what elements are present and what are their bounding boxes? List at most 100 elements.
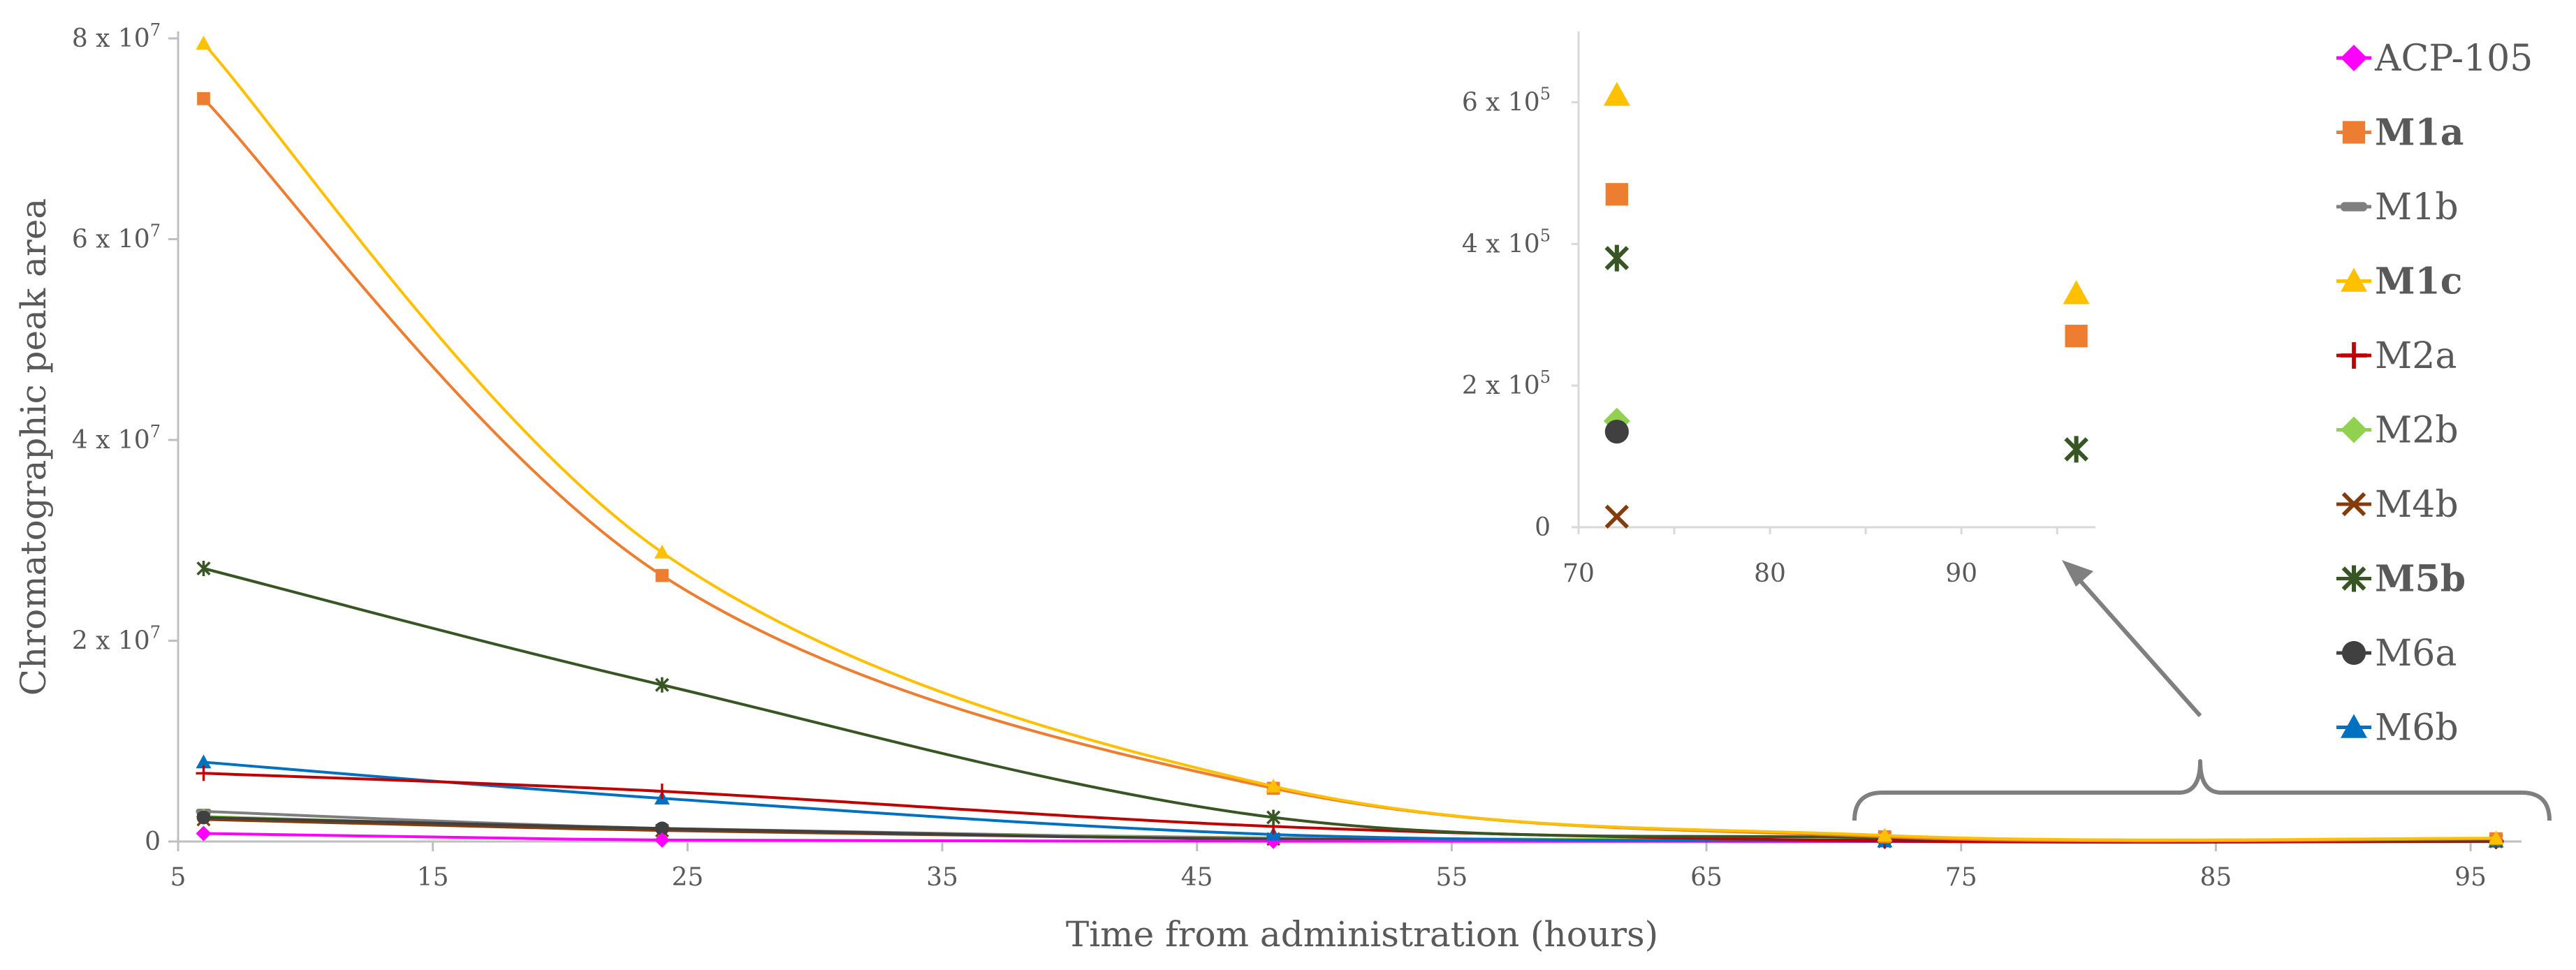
- series-m1a: [197, 91, 2503, 846]
- inset-y-tick-label: 2 x 105: [1462, 367, 1551, 400]
- data-point-m6b: [196, 754, 212, 769]
- legend-item-m2a: M2a: [2336, 335, 2457, 377]
- y-tick-label: 2 x 107: [72, 623, 161, 656]
- inset-x-tick-label: 70: [1563, 559, 1595, 588]
- legend: ACP-105 M1a M1b M1c M2a M2b M4b M5b M6a M6b: [2336, 38, 2533, 749]
- legend-item-m4b: M4b: [2336, 484, 2459, 526]
- y-tick-label-exponent: 7: [150, 221, 161, 241]
- legend-swatch-marker: [2341, 492, 2366, 517]
- data-point-m1a: [655, 568, 669, 582]
- legend-label: M1b: [2375, 186, 2459, 228]
- legend-label: M5b: [2375, 558, 2466, 601]
- legend-swatch-marker: [2341, 416, 2367, 443]
- legend-item-m5b: M5b: [2336, 558, 2466, 601]
- series-line-m2a: [203, 772, 2496, 844]
- legend-label: M4b: [2375, 484, 2459, 526]
- y-axis-title: Chromatographic peak area: [13, 198, 54, 696]
- inset-y-tick-label-base: 0: [1535, 513, 1551, 542]
- inset-y-tick-label-exponent: 5: [1540, 84, 1551, 103]
- inset-x-tick-label: 80: [1754, 559, 1786, 588]
- legend-item-m1c: M1c: [2336, 260, 2462, 303]
- legend-label: M2b: [2375, 410, 2459, 452]
- data-point-m6a: [654, 821, 669, 836]
- series-line-m1a: [203, 97, 2496, 843]
- inset-point-m1c: [2063, 280, 2090, 304]
- x-tick-label: 75: [1945, 863, 1977, 892]
- y-tick-label-exponent: 7: [150, 20, 161, 40]
- legend-item-m1b: M1b: [2336, 186, 2459, 228]
- data-point-m1c: [196, 36, 212, 50]
- data-point-m1c: [2488, 830, 2504, 845]
- annotations-group: [1852, 560, 2552, 821]
- inset-point-m1a: [1605, 183, 1628, 206]
- inset-y-tick-label: 6 x 105: [1462, 84, 1551, 117]
- zoom-arrow-line: [2076, 577, 2202, 717]
- y-tick-label-exponent: 7: [150, 422, 161, 441]
- data-point-m5b: [1266, 809, 1281, 825]
- legend-item-m6a: M6a: [2336, 633, 2457, 675]
- legend-swatch-marker: [2341, 202, 2367, 212]
- legend-item-m2b: M2b: [2336, 410, 2459, 452]
- data-point-m5b: [196, 561, 211, 576]
- main-series-group: [196, 36, 2504, 849]
- zoom-brace: [1852, 759, 2552, 821]
- legend-label: M1a: [2375, 112, 2464, 154]
- legend-item-m1a: M1a: [2336, 112, 2464, 154]
- data-point-acp-105: [654, 832, 670, 848]
- inset-point-m1c: [1603, 82, 1630, 106]
- legend-swatch-marker: [2341, 640, 2366, 666]
- legend-swatch-marker: [2342, 121, 2366, 144]
- y-tick-label-base: 4 x 10: [72, 426, 150, 455]
- inset-point-m5b: [1604, 244, 1630, 272]
- data-point-m1a: [197, 91, 210, 105]
- x-tick-label: 65: [1690, 863, 1722, 892]
- zoom-arrow-head: [2062, 560, 2093, 587]
- data-point-m6a: [196, 810, 211, 825]
- inset-y-tick-label-base: 6 x 10: [1462, 88, 1540, 117]
- x-tick-label: 15: [417, 863, 449, 892]
- legend-label: M6a: [2375, 633, 2457, 675]
- legend-swatch-marker: [2341, 267, 2367, 292]
- data-point-m1c: [654, 545, 670, 559]
- legend-swatch-marker: [2341, 45, 2367, 71]
- y-tick-label-base: 2 x 10: [72, 627, 150, 656]
- series-line-m5b: [203, 567, 2496, 842]
- inset-point-m5b: [2064, 436, 2088, 463]
- x-tick-label: 55: [1435, 863, 1468, 892]
- inset-y-tick-label-exponent: 5: [1540, 226, 1551, 245]
- legend-swatch-marker: [2341, 342, 2367, 369]
- x-axis-title: Time from administration (hours): [1066, 914, 1658, 955]
- legend-label: M1c: [2375, 260, 2462, 303]
- series-line-m1c: [202, 42, 2496, 842]
- inset-y-tick-label-base: 4 x 10: [1462, 230, 1540, 258]
- legend-label: ACP-105: [2374, 38, 2533, 80]
- y-tick-label: 8 x 107: [72, 20, 161, 53]
- inset-point-m6a: [1604, 419, 1629, 444]
- inset-point-m4b: [1604, 504, 1630, 529]
- series-m1c: [196, 36, 2504, 845]
- data-point-acp-105: [196, 825, 212, 842]
- y-tick-label: 6 x 107: [72, 221, 161, 254]
- data-point-m2a: [654, 784, 670, 800]
- inset-x-tick-label: 90: [1945, 559, 1977, 588]
- inset-y-tick-label: 4 x 105: [1462, 226, 1551, 258]
- legend-item-acp-105: ACP-105: [2336, 38, 2533, 80]
- y-tick-label-base: 8 x 10: [72, 24, 150, 53]
- inset-y-tick-label-exponent: 5: [1540, 367, 1551, 387]
- y-tick-label: 4 x 107: [72, 422, 161, 455]
- inset-point-m1a: [2065, 324, 2088, 348]
- x-tick-label: 85: [2200, 863, 2232, 892]
- y-tick-label: 0: [145, 828, 161, 856]
- x-tick-label: 5: [170, 863, 186, 892]
- x-tick-label: 45: [1181, 863, 1213, 892]
- inset-y-tick-label-base: 2 x 10: [1462, 372, 1540, 400]
- data-point-m5b: [654, 677, 669, 693]
- y-tick-label-exponent: 7: [150, 623, 161, 642]
- y-tick-label-base: 0: [145, 828, 161, 856]
- series-m5b: [196, 561, 2503, 848]
- data-point-m2a: [196, 765, 212, 781]
- x-tick-label: 25: [671, 863, 703, 892]
